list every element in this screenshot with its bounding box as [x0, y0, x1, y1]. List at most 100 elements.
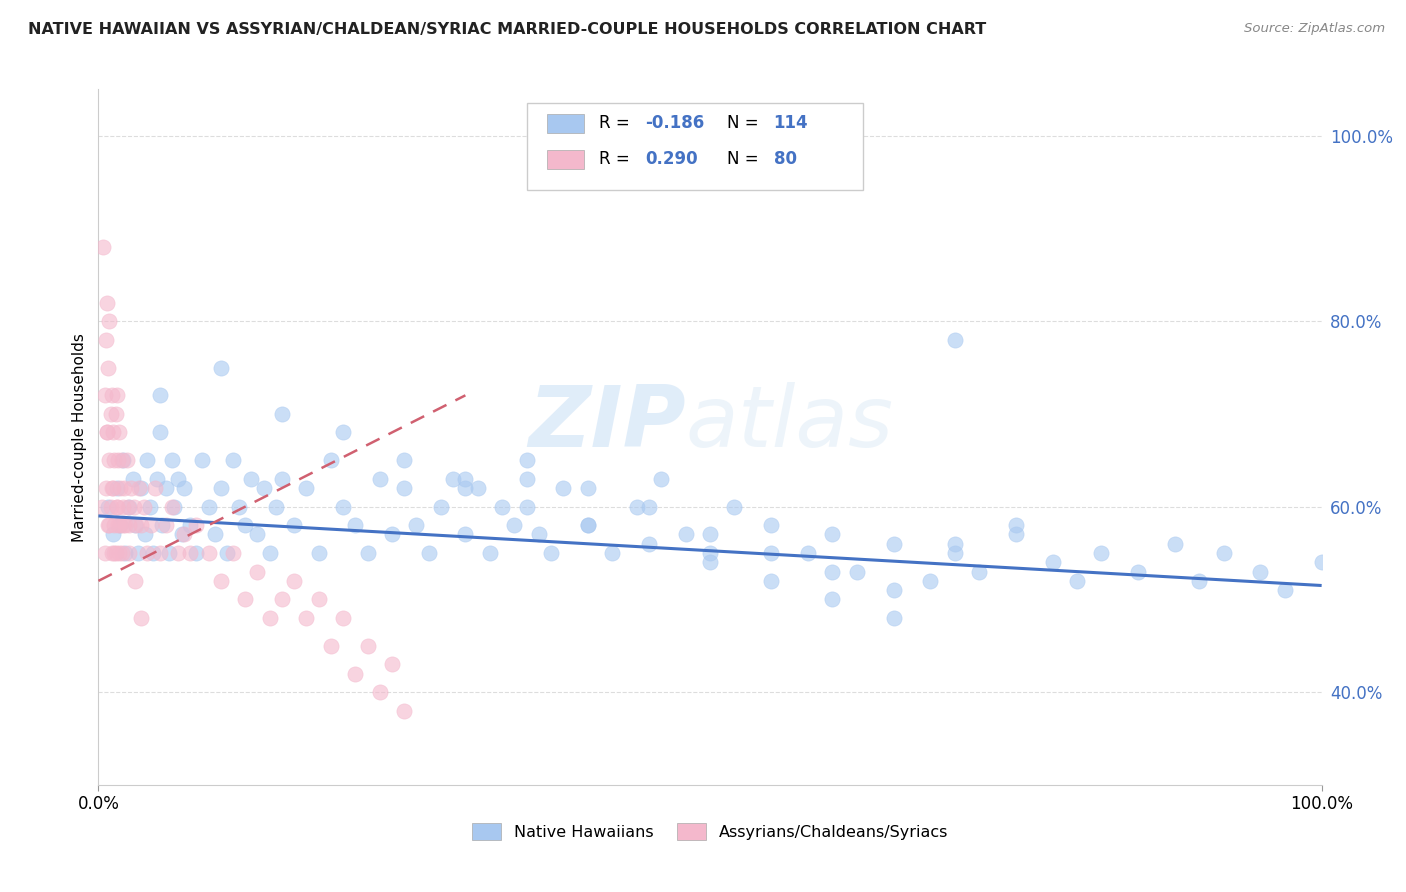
Point — [515, 500, 537, 514]
Point — [381, 527, 404, 541]
Point — [454, 472, 477, 486]
Point — [454, 481, 477, 495]
Point — [127, 546, 149, 560]
Point — [332, 611, 354, 625]
Point — [1274, 583, 1296, 598]
Point — [228, 500, 250, 514]
Point — [540, 546, 562, 560]
Point — [170, 527, 193, 541]
Point — [204, 527, 226, 541]
Text: -0.186: -0.186 — [645, 114, 704, 132]
Point — [356, 639, 378, 653]
Point — [118, 518, 141, 533]
Point — [1004, 518, 1026, 533]
Point — [553, 481, 575, 495]
Point — [943, 333, 966, 347]
Point — [107, 453, 129, 467]
Point — [797, 546, 820, 560]
Point — [96, 425, 118, 440]
Point — [430, 500, 453, 514]
Point — [883, 611, 905, 625]
Point — [845, 565, 868, 579]
Point — [104, 546, 127, 560]
Point — [943, 537, 966, 551]
Point — [112, 481, 135, 495]
Point — [111, 546, 134, 560]
Point — [240, 472, 263, 486]
Point — [149, 546, 172, 560]
Text: 0.290: 0.290 — [645, 151, 697, 169]
Point — [197, 546, 219, 560]
Point — [215, 546, 238, 560]
Y-axis label: Married-couple Households: Married-couple Households — [72, 333, 87, 541]
Text: 114: 114 — [773, 114, 808, 132]
Point — [222, 453, 245, 467]
Point — [405, 518, 427, 533]
Point — [344, 666, 367, 681]
Point — [270, 592, 294, 607]
Point — [121, 472, 143, 486]
Point — [94, 333, 117, 347]
Point — [103, 546, 125, 560]
Point — [761, 546, 783, 560]
Point — [155, 481, 177, 495]
Point — [101, 481, 124, 495]
Point — [101, 546, 124, 560]
Point — [209, 360, 232, 375]
Point — [319, 639, 342, 653]
Point — [197, 500, 219, 514]
Point — [96, 425, 118, 440]
Point — [821, 527, 844, 541]
Text: R =: R = — [599, 151, 634, 169]
Point — [117, 500, 139, 514]
Point — [222, 546, 245, 560]
Point — [332, 500, 354, 514]
Point — [576, 518, 599, 533]
Point — [883, 583, 905, 598]
Point — [1212, 546, 1234, 560]
Point — [96, 295, 118, 310]
Point — [699, 555, 721, 569]
Point — [100, 500, 122, 514]
Point — [173, 527, 195, 541]
Text: atlas: atlas — [686, 382, 894, 465]
Point — [150, 518, 173, 533]
Point — [259, 611, 281, 625]
Point — [368, 685, 391, 699]
Point — [101, 425, 124, 440]
Point — [97, 500, 120, 514]
Point — [125, 518, 148, 533]
Point — [118, 546, 141, 560]
Point — [246, 527, 269, 541]
Text: Source: ZipAtlas.com: Source: ZipAtlas.com — [1244, 22, 1385, 36]
Point — [283, 518, 305, 533]
Point — [295, 611, 318, 625]
Point — [139, 500, 162, 514]
Point — [118, 500, 141, 514]
Point — [368, 472, 391, 486]
Point — [723, 500, 745, 514]
Point — [155, 518, 177, 533]
Point — [111, 453, 134, 467]
Point — [1090, 546, 1112, 560]
Point — [821, 565, 844, 579]
Point — [129, 481, 152, 495]
Point — [136, 453, 159, 467]
Point — [146, 472, 169, 486]
Point — [308, 546, 330, 560]
Point — [637, 500, 661, 514]
Point — [270, 407, 294, 421]
Point — [108, 546, 131, 560]
Point — [675, 527, 697, 541]
Point — [356, 546, 378, 560]
Point — [120, 481, 142, 495]
Point — [209, 574, 232, 588]
Text: 80: 80 — [773, 151, 797, 169]
Point — [94, 481, 117, 495]
FancyBboxPatch shape — [547, 150, 583, 169]
Point — [143, 481, 166, 495]
Point — [115, 453, 138, 467]
Point — [98, 518, 121, 533]
FancyBboxPatch shape — [547, 113, 583, 133]
Point — [392, 453, 416, 467]
